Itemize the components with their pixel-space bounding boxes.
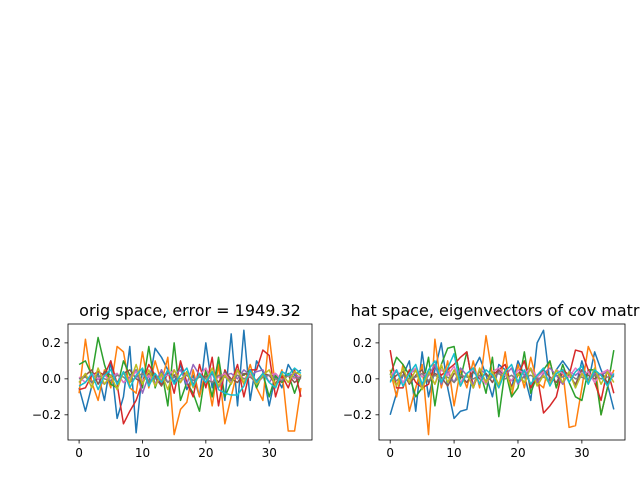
x-tick-label: 20 [510,446,525,460]
y-tick-label: 0.2 [353,336,372,350]
series-line-3 [389,345,615,418]
x-tick-label: 30 [262,446,277,460]
x-tick-label: 0 [386,446,394,460]
x-tick-label: 0 [75,446,83,460]
series-line-4 [389,349,615,414]
series-line-10 [78,367,302,396]
chart-title: hat space, eigenvectors of cov matrix [351,301,640,320]
chart-panel-2: 0 10 20 30 −0.2 0.0 0.2 hat space, eigenvectors… [343,301,640,460]
x-tick-label: 30 [574,446,589,460]
x-tick-label: 10 [446,446,461,460]
series-line-2 [389,334,615,436]
y-tick-label: −0.2 [343,408,372,422]
series-group [78,329,302,436]
y-tick-label: 0.0 [42,372,61,386]
series-line-9 [389,363,615,391]
chart-panel-1: 0 10 20 30 −0.2 0.0 0.2 orig space, error = 194… [32,301,313,460]
y-tick-label: 0.2 [42,336,61,350]
x-tick-label: 10 [135,446,150,460]
y-tick-label: 0.0 [353,372,372,386]
series-line-2 [78,334,302,436]
series-line-10 [389,352,615,389]
x-tick-label: 20 [198,446,213,460]
axes-frame [67,323,313,441]
y-tick-label: −0.2 [32,408,61,422]
axes-frame [378,323,626,441]
series-group [389,329,615,436]
chart-title: orig space, error = 1949.32 [79,301,301,320]
